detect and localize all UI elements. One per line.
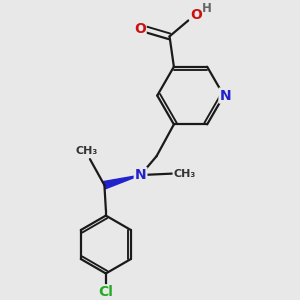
Text: H: H (202, 2, 212, 15)
Text: Cl: Cl (98, 285, 113, 299)
Text: CH₃: CH₃ (173, 169, 196, 178)
Polygon shape (103, 175, 141, 189)
Text: N: N (219, 88, 231, 103)
Text: O: O (134, 22, 146, 36)
Text: N: N (135, 168, 146, 182)
Text: CH₃: CH₃ (76, 146, 98, 156)
Text: O: O (190, 8, 202, 22)
